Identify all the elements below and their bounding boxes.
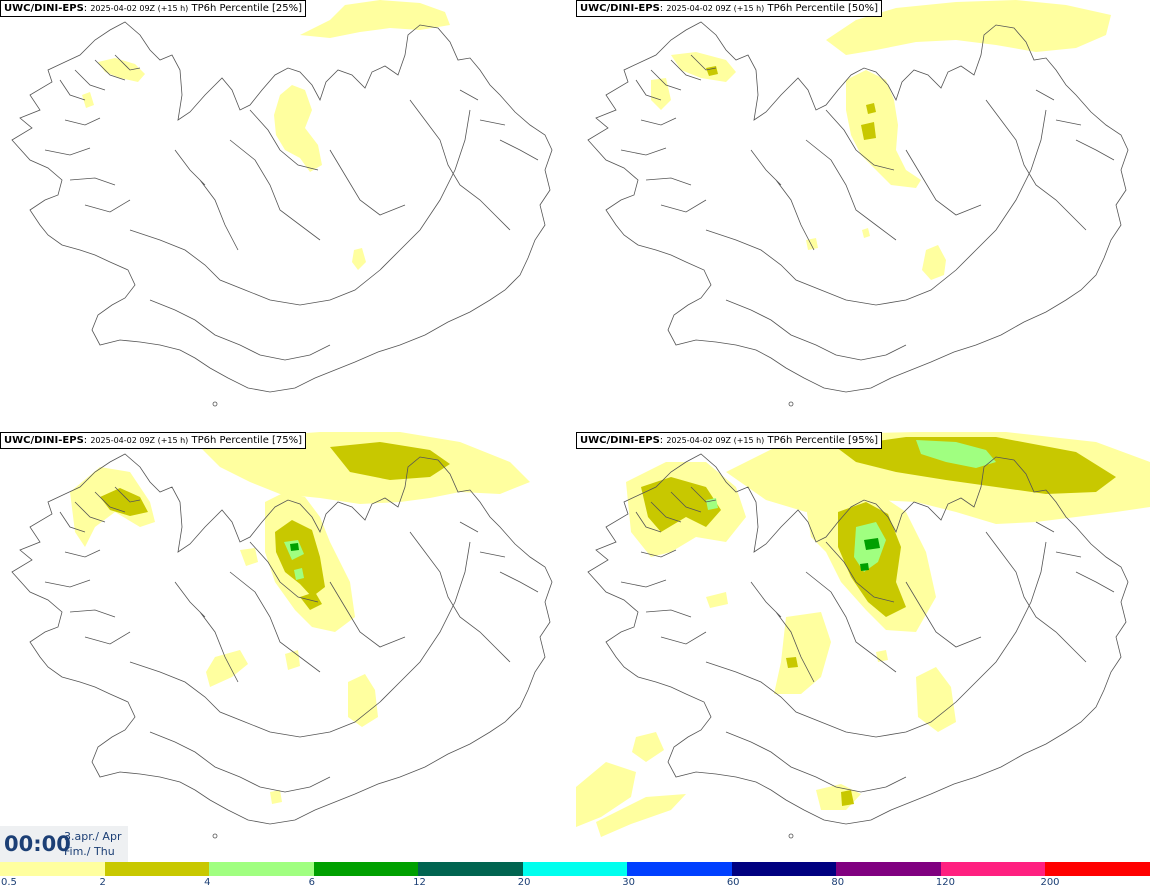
map-panel-50: UWC/DINI-EPS: 2025-04-02 09Z (+15 h) TP6…	[576, 0, 1150, 430]
colorbar-tick-label: 12	[413, 877, 426, 888]
field-name: TP6h Percentile [50%]	[767, 3, 879, 14]
precip-colorbar	[0, 862, 1150, 876]
valid-date: 3.apr./ Apr Fim./ Thu	[64, 829, 121, 859]
colorbar-segment	[627, 862, 732, 876]
panel-title: UWC/DINI-EPS: 2025-04-02 09Z (+15 h) TP6…	[0, 432, 307, 449]
run-time: 2025-04-02 09Z (+15 h)	[90, 4, 189, 13]
colorbar-segment	[1045, 862, 1150, 876]
colorbar-segment	[522, 862, 628, 876]
field-name: TP6h Percentile [25%]	[191, 3, 303, 14]
colorbar-tick-label: 120	[935, 877, 955, 888]
valid-date-line2: Fim./ Thu	[64, 845, 115, 858]
iceland-map-95	[576, 432, 1150, 839]
model-name: UWC/DINI-EPS	[4, 435, 84, 446]
panel-title: UWC/DINI-EPS: 2025-04-02 09Z (+15 h) TP6…	[576, 432, 883, 449]
model-name: UWC/DINI-EPS	[580, 435, 660, 446]
colorbar-tick-label: 80	[831, 877, 845, 888]
model-name: UWC/DINI-EPS	[580, 3, 660, 14]
colorbar-segment	[836, 862, 941, 876]
colorbar-tick-label: 0.5	[1, 877, 17, 888]
panel-title: UWC/DINI-EPS: 2025-04-02 09Z (+15 h) TP6…	[576, 0, 883, 17]
colorbar-segment	[313, 862, 419, 876]
valid-time-box: 00:00 3.apr./ Apr Fim./ Thu	[0, 826, 128, 862]
iceland-map-50	[587, 0, 1129, 407]
run-time: 2025-04-02 09Z (+15 h)	[666, 4, 765, 13]
colorbar-segment	[731, 862, 837, 876]
colorbar-tick-label: 4	[204, 877, 211, 888]
colorbar-segment	[940, 862, 1046, 876]
colorbar-tick-label: 20	[517, 877, 531, 888]
map-panel-95: UWC/DINI-EPS: 2025-04-02 09Z (+15 h) TP6…	[576, 432, 1150, 862]
colorbar-segment	[0, 862, 105, 876]
field-name: TP6h Percentile [95%]	[767, 435, 879, 446]
colorbar-segment	[104, 862, 210, 876]
map-panel-75: UWC/DINI-EPS: 2025-04-02 09Z (+15 h) TP6…	[0, 432, 574, 862]
colorbar-tick-label: 200	[1040, 877, 1060, 888]
colorbar-ticks: 0.5 2 4 6 12 20 30 60 80 120 200	[0, 876, 1150, 891]
field-name: TP6h Percentile [75%]	[191, 435, 303, 446]
colorbar-tick-label: 6	[308, 877, 315, 888]
colorbar-tick-label: 60	[726, 877, 740, 888]
valid-time: 00:00	[4, 832, 71, 856]
panel-title: UWC/DINI-EPS: 2025-04-02 09Z (+15 h) TP6…	[0, 0, 307, 17]
colorbar-segment	[418, 862, 523, 876]
colorbar-tick-label: 30	[622, 877, 635, 888]
run-time: 2025-04-02 09Z (+15 h)	[666, 436, 765, 445]
map-panel-25: UWC/DINI-EPS: 2025-04-02 09Z (+15 h) TP6…	[0, 0, 574, 430]
model-name: UWC/DINI-EPS	[4, 3, 84, 14]
iceland-map-75	[11, 432, 553, 839]
iceland-map-25	[11, 0, 553, 407]
run-time: 2025-04-02 09Z (+15 h)	[90, 436, 189, 445]
colorbar-segment	[209, 862, 314, 876]
valid-date-line1: 3.apr./ Apr	[64, 830, 122, 843]
colorbar-tick-label: 2	[99, 877, 106, 888]
